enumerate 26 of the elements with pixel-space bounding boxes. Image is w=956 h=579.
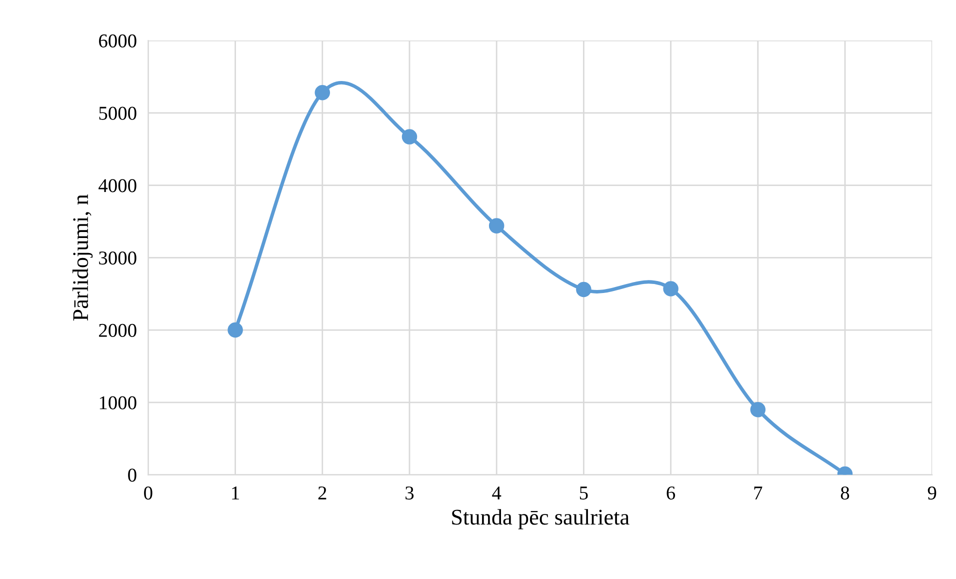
x-tick-label: 1 (232, 486, 239, 500)
point (314, 85, 330, 100)
y-tick-label: 6000 (99, 34, 136, 48)
x-tick-label: 9 (928, 486, 936, 500)
y-tick-label: 1000 (100, 396, 136, 410)
x-tick-label: 8 (840, 486, 850, 500)
x-tick-label: 5 (580, 486, 588, 500)
point (576, 282, 592, 298)
point (402, 129, 418, 144)
point (750, 402, 766, 418)
y-axis-title: Pārlidojumi, n (72, 194, 93, 321)
x-tick-label: 7 (754, 486, 762, 500)
y-tick-label: 5000 (99, 106, 136, 120)
y-tick-label: 3000 (99, 251, 136, 265)
x-tick-label: 2 (318, 486, 326, 500)
x-tick-label: 6 (666, 486, 676, 500)
point (488, 218, 504, 234)
x-axis-title: Stunda pēc saulrieta (452, 509, 630, 530)
x-tick-label: 3 (406, 486, 414, 500)
point (228, 322, 243, 338)
y-tick-label: 4000 (98, 179, 136, 192)
point (663, 281, 678, 296)
x-tick-label: 0 (144, 486, 152, 500)
y-tick-label: 0 (128, 468, 136, 482)
x-tick-label: 4 (492, 486, 502, 500)
y-tick-label: 2000 (99, 324, 136, 337)
